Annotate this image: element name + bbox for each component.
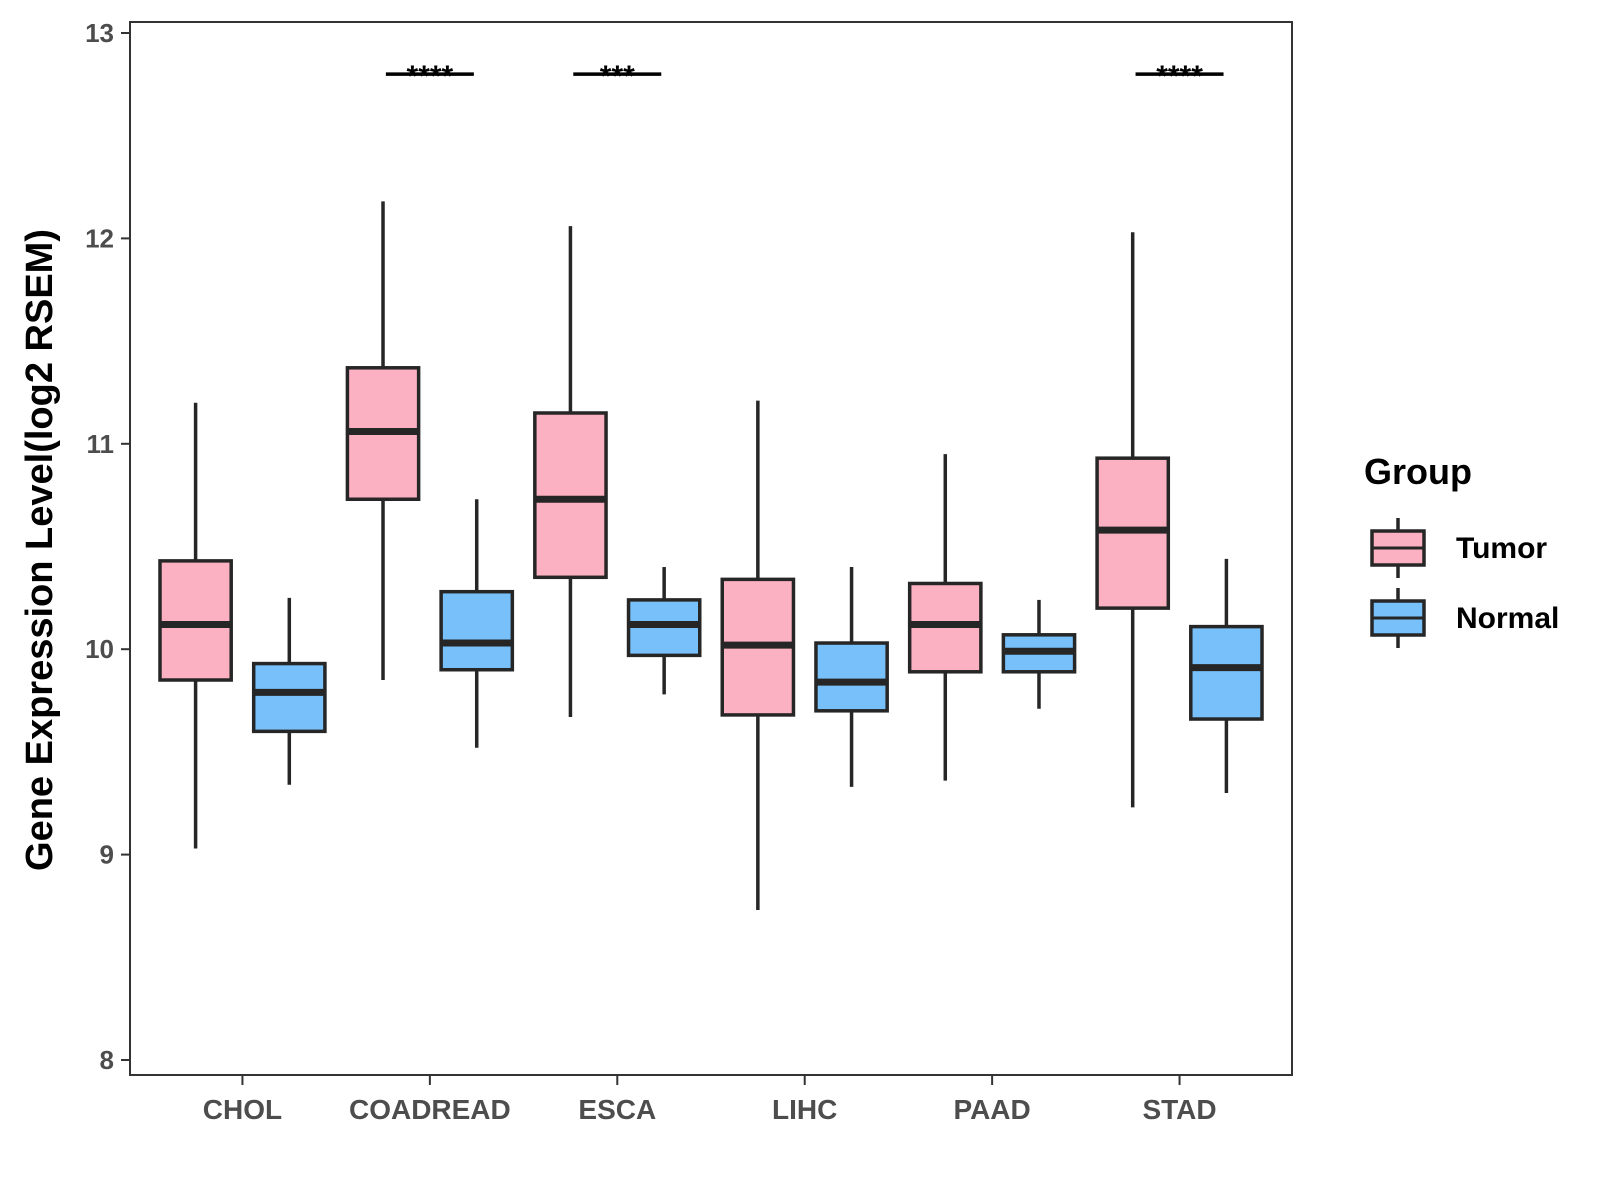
box-iqr (814, 641, 889, 713)
plot-panel-border (129, 21, 1293, 1076)
box-tumor-stad (1095, 232, 1171, 808)
x-tick-label: STAD (1142, 1094, 1216, 1125)
y-tick-label: 11 (87, 429, 115, 459)
y-tick-label: 12 (85, 223, 114, 253)
y-tick-label: 10 (85, 634, 114, 664)
box-iqr (158, 559, 233, 682)
box-iqr (1189, 624, 1264, 721)
box-iqr (533, 411, 608, 580)
box-normal-paad (1001, 599, 1077, 709)
box-normal-esca (626, 567, 702, 695)
x-tick-label: COADREAD (349, 1094, 511, 1125)
x-tick-label: CHOL (203, 1094, 282, 1125)
significance-label: *** (600, 60, 635, 93)
box-series (158, 201, 1264, 911)
x-axis: CHOL COADREAD ESCA LIHC PAAD STAD (203, 1075, 1217, 1125)
box-normal-lihc (814, 567, 889, 787)
box-iqr (439, 589, 515, 672)
series-tumor (158, 201, 1171, 911)
x-tick-label: LIHC (772, 1094, 837, 1125)
box-tumor-esca (533, 226, 608, 717)
legend-label-tumor: Tumor (1456, 532, 1547, 565)
y-axis-label: Gene Expression Level(log2 RSEM) (19, 229, 61, 871)
box-normal-stad (1189, 558, 1264, 793)
legend-key-normal (1370, 588, 1426, 648)
series-normal (251, 499, 1264, 793)
significance-label: **** (1156, 60, 1203, 93)
x-tick-label: PAAD (953, 1094, 1030, 1125)
x-tick-label: ESCA (578, 1094, 656, 1125)
legend: Group Tumor Normal (1364, 451, 1559, 648)
box-tumor-lihc (720, 400, 796, 911)
box-tumor-coadread (345, 201, 421, 681)
legend-label-normal: Normal (1456, 602, 1559, 635)
box-tumor-chol (158, 402, 233, 849)
box-iqr (251, 661, 327, 734)
y-axis: 8 9 10 11 12 13 (85, 18, 130, 1075)
significance-label: **** (407, 60, 454, 93)
y-tick-label: 13 (85, 18, 114, 48)
y-tick-label: 9 (100, 840, 114, 870)
box-normal-chol (251, 597, 327, 785)
legend-title: Group (1364, 451, 1472, 492)
y-tick-label: 8 (100, 1045, 114, 1075)
significance-annotations: **** *** **** (385, 60, 1224, 93)
legend-key-tumor (1370, 518, 1426, 578)
box-normal-coadread (439, 499, 515, 748)
box-tumor-paad (907, 454, 983, 781)
